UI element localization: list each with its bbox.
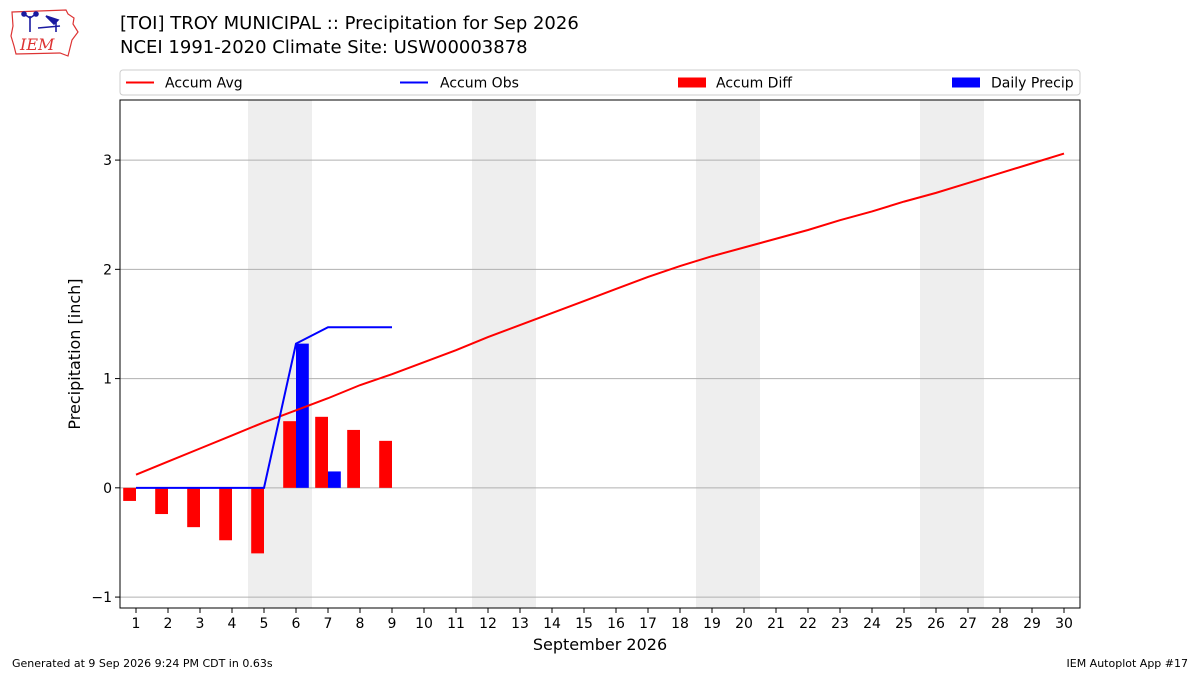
legend-accum-diff-label: Accum Diff: [716, 76, 792, 92]
weekend-band: [696, 100, 760, 608]
accum-diff-bar: [251, 487, 264, 554]
x-tick-label: 13: [511, 616, 529, 632]
x-tick-label: 2: [164, 616, 173, 632]
accum-diff-bar: [315, 416, 328, 488]
x-tick-label: 29: [1023, 616, 1041, 632]
app-label: IEM Autoplot App #17: [1066, 657, 1189, 670]
accum-avg-line: [135, 152, 1065, 476]
daily-precip-bar: [328, 471, 341, 488]
x-tick-label: 17: [639, 616, 657, 632]
accum-diff-bar: [347, 429, 360, 488]
y-tick-label: 2: [103, 262, 112, 278]
accum-diff-bar: [187, 487, 200, 528]
y-axis-label: Precipitation [inch]: [65, 278, 84, 429]
accum-diff-bar: [379, 440, 392, 488]
x-tick-label: 12: [479, 616, 497, 632]
x-tick-label: 27: [959, 616, 977, 632]
weekend-bands: [248, 100, 984, 608]
y-tick-label: 3: [103, 153, 112, 169]
bar-marks: [123, 343, 392, 554]
accum-diff-bar: [283, 421, 296, 488]
x-tick-label: 20: [735, 616, 753, 632]
x-axis-label: September 2026: [533, 635, 667, 654]
x-tick-label: 6: [292, 616, 301, 632]
accum-obs-line: [136, 326, 392, 489]
x-tick-label: 26: [927, 616, 945, 632]
weather-station-icon: [21, 11, 61, 32]
x-tick-label: 15: [575, 616, 593, 632]
x-tick-label: 19: [703, 616, 721, 632]
y-gridlines: [120, 159, 1080, 598]
x-tick-label: 4: [228, 616, 237, 632]
x-tick-label: 25: [895, 616, 913, 632]
legend: Accum Avg Accum Obs Accum Diff Daily Precip: [119, 69, 1081, 96]
legend-accum-diff-swatch: [678, 77, 706, 88]
x-tick-label: 28: [991, 616, 1009, 632]
legend-accum-obs-label: Accum Obs: [440, 76, 519, 92]
chart-subtitle: NCEI 1991-2020 Climate Site: USW00003878: [120, 37, 528, 58]
x-tick-label: 18: [671, 616, 689, 632]
chart-title: [TOI] TROY MUNICIPAL :: Precipitation fo…: [120, 13, 579, 34]
x-tick-label: 30: [1055, 616, 1073, 632]
x-axis: 1 2 3 4 5 6 7 8 9 10 11 12 13 14 15 16 17 18 19 20 21 22 23 24 2…: [132, 608, 1073, 632]
x-tick-label: 1: [132, 616, 141, 632]
y-axis: −1 0 1 2 3: [91, 153, 120, 606]
legend-daily-precip-label: Daily Precip: [991, 76, 1074, 92]
legend-box: [119, 69, 1081, 96]
generated-timestamp: Generated at 9 Sep 2026 9:24 PM CDT in 0…: [12, 657, 273, 670]
iowa-outline: [10, 9, 79, 57]
accum-diff-bar: [155, 487, 168, 515]
x-tick-label: 21: [767, 616, 785, 632]
x-tick-label: 5: [260, 616, 269, 632]
x-tick-label: 22: [799, 616, 817, 632]
x-tick-label: 3: [196, 616, 205, 632]
x-tick-label: 11: [447, 616, 465, 632]
x-tick-label: 14: [543, 616, 561, 632]
x-tick-label: 7: [324, 616, 333, 632]
x-tick-label: 23: [831, 616, 849, 632]
accum-diff-bar: [123, 487, 136, 501]
legend-daily-precip-swatch: [952, 77, 980, 88]
legend-accum-avg-label: Accum Avg: [165, 76, 243, 92]
plot-frame: [119, 99, 1081, 609]
iem-logo: IEM: [10, 9, 79, 57]
weekend-band: [472, 100, 536, 608]
x-tick-label: 24: [863, 616, 881, 632]
y-tick-label: 1: [103, 372, 112, 388]
line-marks: [135, 152, 1065, 489]
x-tick-label: 10: [415, 616, 433, 632]
x-tick-label: 8: [356, 616, 365, 632]
y-tick-label: 0: [103, 481, 112, 497]
weekend-band: [920, 100, 984, 608]
x-tick-label: 16: [607, 616, 625, 632]
accum-diff-bar: [219, 487, 232, 541]
logo-text: IEM: [19, 35, 55, 54]
y-tick-label: −1: [91, 590, 112, 606]
daily-precip-bar: [296, 343, 309, 488]
x-tick-label: 9: [388, 616, 397, 632]
